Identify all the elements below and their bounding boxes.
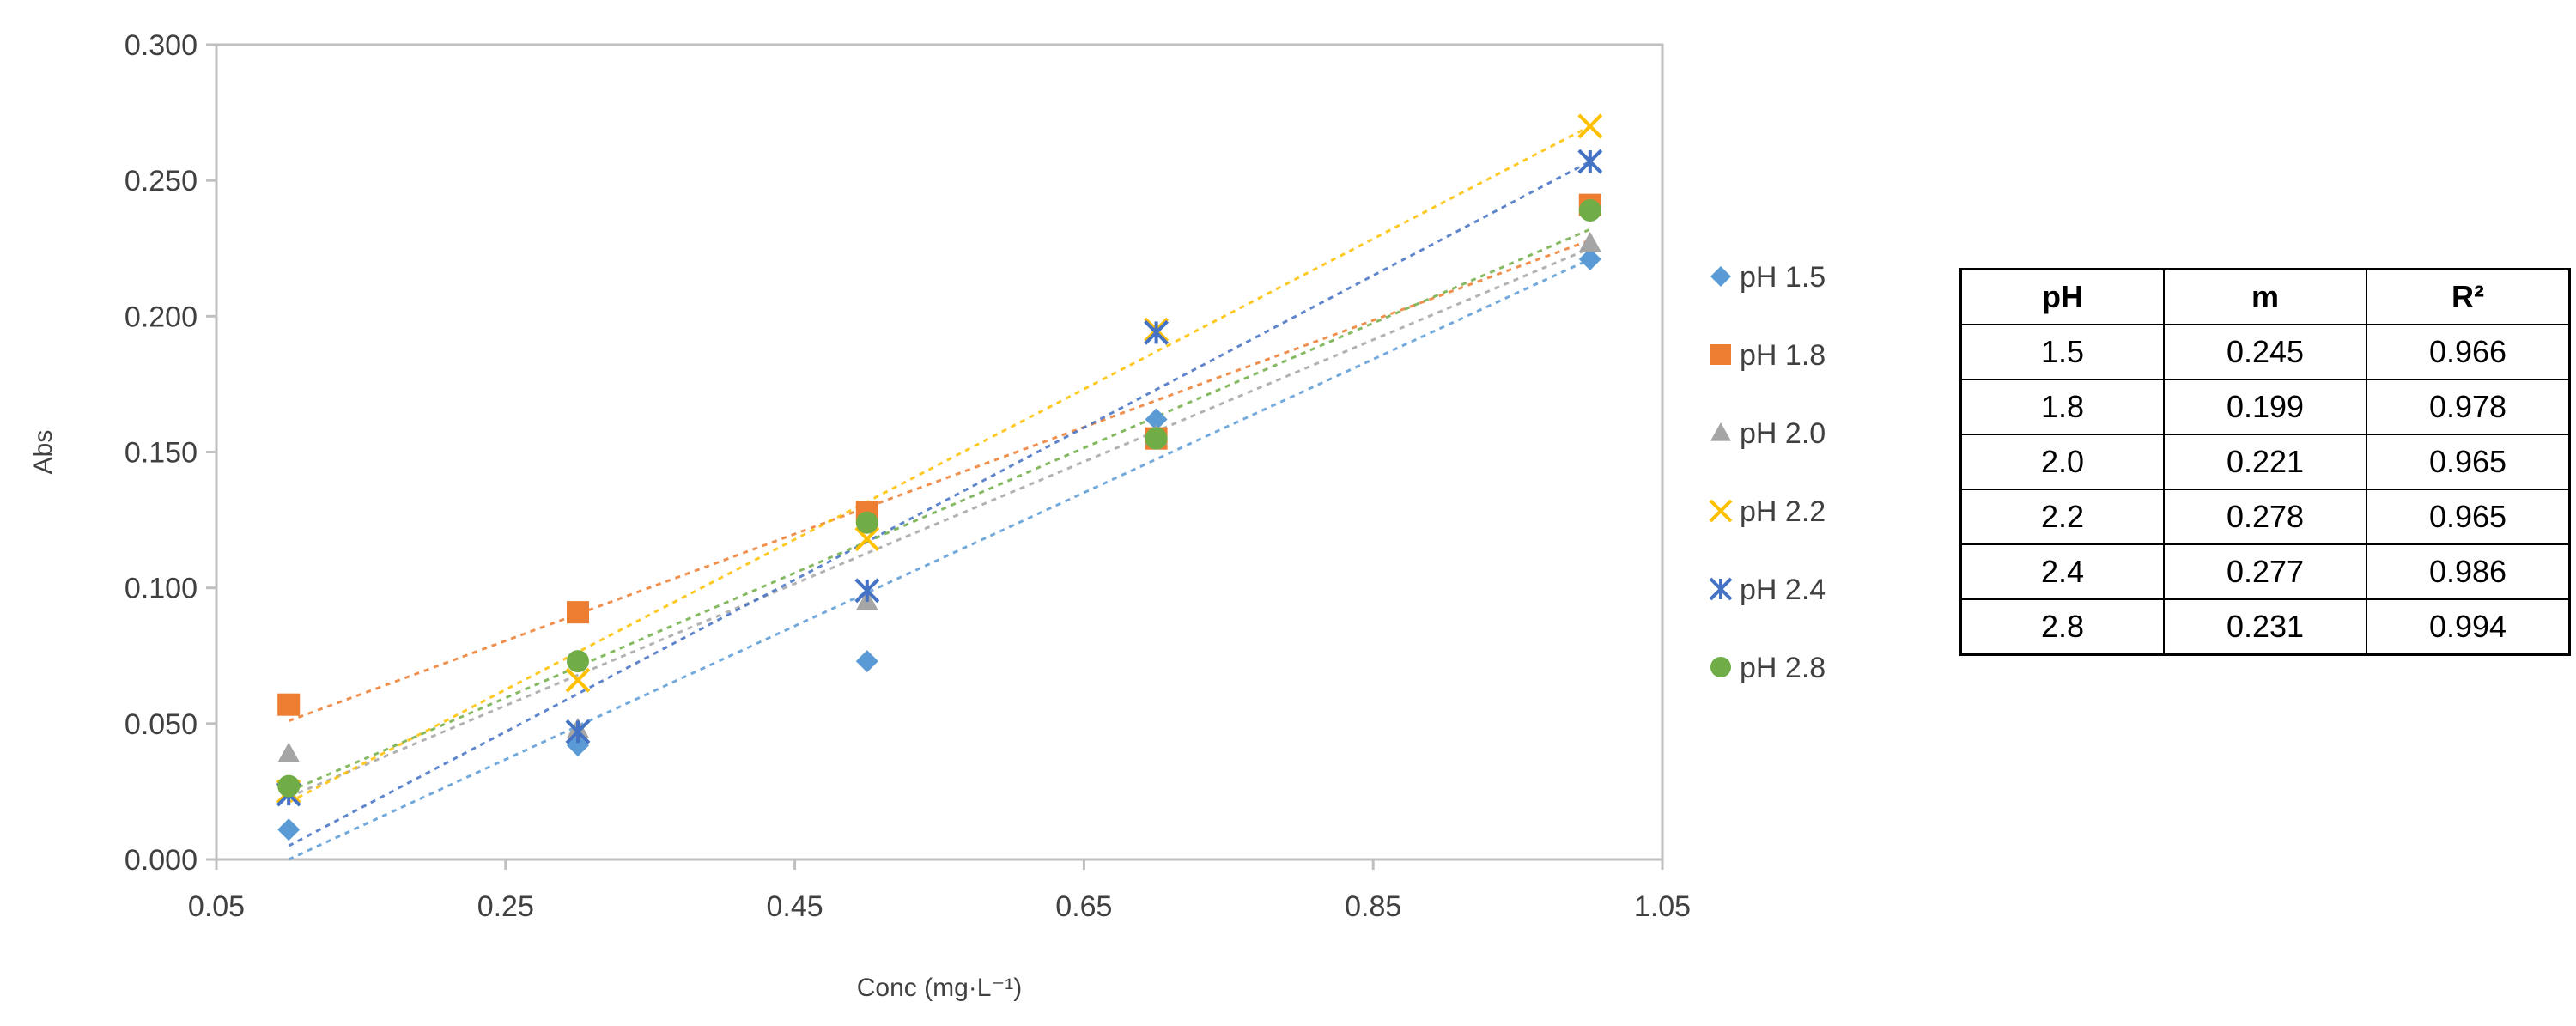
data-point (854, 526, 880, 552)
table-cell-slope: 0.278 (2163, 489, 2367, 545)
data-point (567, 650, 589, 673)
data-point (1145, 408, 1168, 431)
data-point (855, 650, 878, 673)
y-tick-label: 0.150 (125, 437, 197, 470)
table-cell-r2: 0.978 (2366, 379, 2571, 435)
legend-marker (1709, 499, 1733, 523)
legend-marker (1710, 344, 1731, 365)
table-cell-slope: 0.231 (2163, 598, 2367, 656)
x-tick-label: 1.05 (1634, 890, 1691, 923)
legend-label: pH 1.5 (1740, 261, 1826, 294)
data-point (1578, 247, 1601, 270)
x-tick-label: 0.65 (1055, 890, 1112, 923)
table-cell-slope: 0.221 (2163, 434, 2367, 490)
legend-label: pH 2.0 (1740, 417, 1826, 450)
table-cell-slope: 0.277 (2163, 543, 2367, 600)
table-cell-r2: 0.994 (2366, 598, 2571, 656)
x-tick-label: 0.25 (477, 890, 534, 923)
x-tick-label: 0.05 (188, 890, 245, 923)
table-cell-slope: 0.199 (2163, 379, 2367, 435)
table-row: 1.8 0.199 0.978 (1959, 379, 2571, 435)
data-point (1578, 231, 1601, 252)
data-point (565, 667, 591, 693)
legend-label: pH 1.8 (1740, 339, 1826, 372)
regression-table: pH m R² 1.5 0.245 0.966 1.8 0.199 0.978 … (1959, 268, 2571, 656)
table-cell-ph: 1.8 (1959, 379, 2165, 435)
data-point (565, 719, 591, 744)
data-point (567, 601, 589, 624)
table-cell-r2: 0.965 (2366, 434, 2571, 490)
table-cell-ph: 2.2 (1959, 489, 2165, 545)
trendline-ph-18 (288, 239, 1591, 723)
legend-label: pH 2.2 (1740, 495, 1826, 528)
table-row: 2.2 0.278 0.965 (1959, 489, 2571, 545)
data-point (855, 511, 878, 534)
data-point (1144, 319, 1170, 345)
y-tick-label: 0.200 (125, 301, 197, 333)
y-axis-title: Abs (29, 430, 58, 475)
data-point (277, 742, 301, 763)
legend-marker (1710, 422, 1731, 441)
table-cell-slope: 0.245 (2163, 324, 2367, 380)
y-tick-label: 0.100 (125, 573, 197, 605)
legend-marker (1709, 577, 1733, 601)
data-point (854, 578, 880, 604)
data-points (276, 113, 1603, 841)
table-cell-r2: 0.966 (2366, 324, 2571, 380)
x-tick-label: 0.85 (1345, 890, 1401, 923)
table-cell-ph: 1.5 (1959, 324, 2165, 380)
trendline-ph-24 (288, 160, 1591, 847)
data-point (277, 774, 301, 798)
table-cell-ph: 2.4 (1959, 543, 2165, 600)
data-point (1145, 427, 1168, 450)
x-axis-title: Conc (mg·L⁻¹) (857, 974, 1023, 1002)
table-row: 2.0 0.221 0.965 (1959, 434, 2571, 490)
data-point (1578, 198, 1601, 222)
trendlines (288, 124, 1591, 861)
table-cell-r2: 0.986 (2366, 543, 2571, 600)
table-header-r2: R² (2366, 268, 2571, 325)
legend-label: pH 2.4 (1740, 574, 1826, 606)
legend-marker (1710, 266, 1731, 287)
trendline-ph-22 (288, 124, 1591, 804)
trendline-ph-15 (288, 258, 1591, 861)
table-header-ph: pH (1959, 268, 2165, 325)
y-tick-label: 0.300 (125, 29, 197, 62)
table-row: 1.5 0.245 0.966 (1959, 324, 2571, 380)
table-cell-r2: 0.965 (2366, 489, 2571, 545)
table-row: 2.4 0.277 0.986 (1959, 543, 2571, 600)
legend-marker (1710, 657, 1731, 677)
y-tick-label: 0.050 (125, 708, 197, 741)
table-cell-ph: 2.0 (1959, 434, 2165, 490)
x-tick-label: 0.45 (767, 890, 823, 923)
data-point (1577, 113, 1603, 139)
data-point (277, 693, 301, 716)
table-row: 2.8 0.231 0.994 (1959, 598, 2571, 656)
chart-legend: pH 1.5 pH 1.8 pH 2.0 pH 2.2 pH 2.4 pH 2.8 (1709, 261, 1826, 684)
table-cell-ph: 2.8 (1959, 598, 2165, 656)
data-point (277, 818, 301, 841)
chart-axes: 0.000 0.050 0.100 0.150 0.200 0.250 0.300 0.05 0… (29, 29, 1691, 1002)
y-tick-label: 0.250 (125, 165, 197, 197)
y-tick-label: 0.000 (125, 844, 197, 877)
legend-label: pH 2.8 (1740, 652, 1826, 684)
table-header-slope: m (2163, 268, 2367, 325)
table-header-row: pH m R² (1959, 268, 2571, 325)
trendline-ph-20 (288, 246, 1591, 798)
data-point (1577, 149, 1603, 174)
